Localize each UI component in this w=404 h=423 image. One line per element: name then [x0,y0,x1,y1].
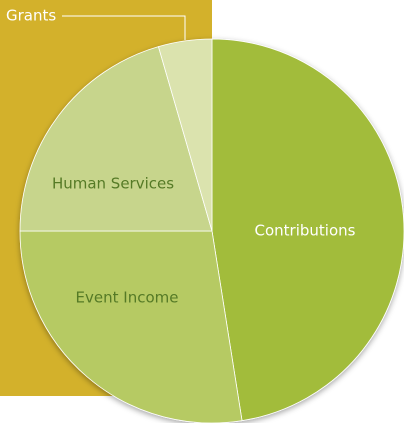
pie-slice [211,38,404,422]
slice-label: Grants [6,7,56,25]
pie [19,38,404,423]
slice-label: Event Income [76,289,179,307]
slice-label: Contributions [255,222,356,240]
pie-slice [157,38,213,232]
leader-line [62,15,186,40]
slice-label: Human Services [52,175,174,193]
pie-slice [19,46,213,232]
